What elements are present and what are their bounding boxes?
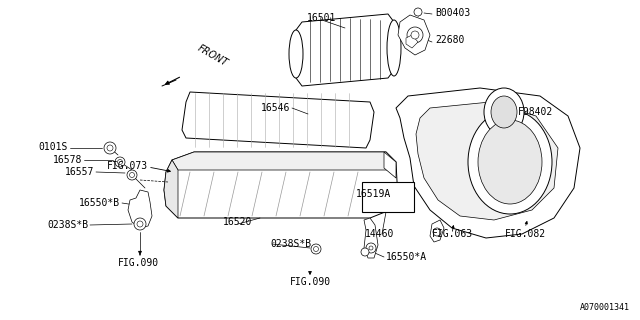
Polygon shape — [430, 220, 444, 242]
Text: 16557: 16557 — [65, 167, 94, 177]
Polygon shape — [164, 152, 398, 218]
Text: 16550*B: 16550*B — [79, 198, 120, 208]
Ellipse shape — [491, 96, 517, 128]
Circle shape — [137, 221, 143, 227]
Text: 16519A: 16519A — [355, 189, 390, 199]
Ellipse shape — [387, 20, 401, 76]
Circle shape — [118, 159, 122, 164]
Text: 14460: 14460 — [365, 229, 395, 239]
Ellipse shape — [484, 88, 524, 136]
Text: FRONT: FRONT — [196, 43, 230, 68]
Ellipse shape — [289, 30, 303, 78]
Text: FIG.063: FIG.063 — [431, 229, 472, 239]
Text: 16546: 16546 — [260, 103, 290, 113]
Ellipse shape — [478, 120, 542, 204]
Text: B00403: B00403 — [435, 8, 470, 18]
Text: 0238S*B: 0238S*B — [270, 239, 311, 249]
Text: 22680: 22680 — [435, 35, 465, 45]
Text: FIG.090: FIG.090 — [117, 258, 159, 268]
Text: FIG.082: FIG.082 — [504, 229, 545, 239]
Circle shape — [407, 27, 423, 43]
Text: F98402: F98402 — [518, 107, 553, 117]
Bar — [362, 182, 414, 212]
Polygon shape — [296, 14, 394, 86]
Text: 0101S: 0101S — [38, 142, 68, 152]
Circle shape — [107, 145, 113, 151]
Circle shape — [369, 246, 373, 250]
Polygon shape — [396, 88, 580, 238]
Circle shape — [104, 142, 116, 154]
Polygon shape — [164, 160, 178, 218]
Text: FIG.090: FIG.090 — [289, 277, 331, 287]
Circle shape — [314, 246, 319, 252]
Polygon shape — [172, 152, 396, 170]
Circle shape — [115, 157, 125, 167]
Ellipse shape — [468, 110, 552, 214]
Circle shape — [366, 243, 376, 253]
Polygon shape — [416, 102, 558, 220]
Circle shape — [127, 170, 137, 180]
Circle shape — [311, 244, 321, 254]
Text: 16578: 16578 — [52, 155, 82, 165]
Text: A070001341: A070001341 — [580, 303, 630, 313]
Text: 16520: 16520 — [223, 217, 253, 227]
Text: 0238S*B: 0238S*B — [47, 220, 88, 230]
Circle shape — [414, 8, 422, 16]
Polygon shape — [398, 15, 430, 55]
Circle shape — [361, 248, 369, 256]
Circle shape — [411, 31, 419, 39]
Circle shape — [134, 218, 146, 230]
Text: FIG.073: FIG.073 — [107, 161, 148, 171]
Circle shape — [129, 172, 134, 178]
Polygon shape — [384, 152, 396, 178]
Polygon shape — [182, 92, 374, 148]
Text: 16550*A: 16550*A — [386, 252, 427, 262]
Text: 16501: 16501 — [307, 13, 337, 23]
Polygon shape — [406, 35, 418, 48]
Polygon shape — [128, 190, 152, 228]
Circle shape — [433, 228, 441, 236]
Polygon shape — [364, 218, 378, 258]
